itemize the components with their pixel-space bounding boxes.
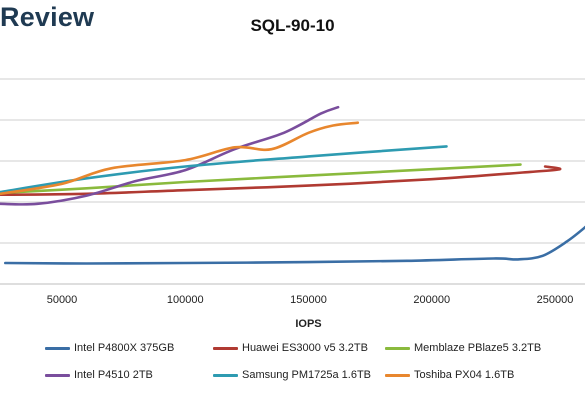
series-layer <box>0 105 585 265</box>
chart-title: SQL-90-10 <box>250 16 335 35</box>
x-tick-label-4: 250000 <box>537 294 574 306</box>
legend-swatch-4 <box>213 373 238 377</box>
legend-swatch-1 <box>213 346 238 350</box>
legend-swatch-5 <box>385 373 410 377</box>
grid-layer <box>0 78 585 285</box>
series-line-3 <box>0 105 340 206</box>
legend-swatch-3 <box>45 373 70 377</box>
legend-item-2: Memblaze PBlaze5 3.2TB <box>385 342 541 356</box>
brand-logo-text: Review <box>0 2 95 32</box>
series-line-1 <box>0 165 562 196</box>
x-axis-label: IOPS <box>295 318 322 330</box>
legend-swatch-2 <box>385 346 410 350</box>
series-line-2 <box>0 163 522 195</box>
legend-label-3: Intel P4510 2TB <box>74 369 153 382</box>
legend-label-4: Samsung PM1725a 1.6TB <box>242 369 372 382</box>
legend-swatch-0 <box>45 346 70 350</box>
x-tick-label-1: 100000 <box>167 294 204 306</box>
legend-item-5: Toshiba PX04 1.6TB <box>385 369 514 383</box>
legend-item-1: Huawei ES3000 v5 3.2TB <box>213 342 368 356</box>
x-tick-layer: 50000 100000 150000 200000 250000 <box>47 294 574 306</box>
series-line-5 <box>0 121 360 196</box>
legend-item-0: Intel P4800X 375GB <box>45 342 174 356</box>
series-line-4 <box>0 145 448 194</box>
x-tick-label-3: 200000 <box>413 294 450 306</box>
series-line-0 <box>4 225 585 265</box>
legend-item-3: Intel P4510 2TB <box>45 369 153 383</box>
x-tick-label-0: 50000 <box>47 294 78 306</box>
legend-label-0: Intel P4800X 375GB <box>74 342 175 355</box>
legend-item-4: Samsung PM1725a 1.6TB <box>213 369 371 383</box>
legend-label-2: Memblaze PBlaze5 3.2TB <box>414 342 542 355</box>
legend-label-5: Toshiba PX04 1.6TB <box>414 369 515 382</box>
x-tick-label-2: 150000 <box>290 294 327 306</box>
legend-label-1: Huawei ES3000 v5 3.2TB <box>242 342 368 355</box>
